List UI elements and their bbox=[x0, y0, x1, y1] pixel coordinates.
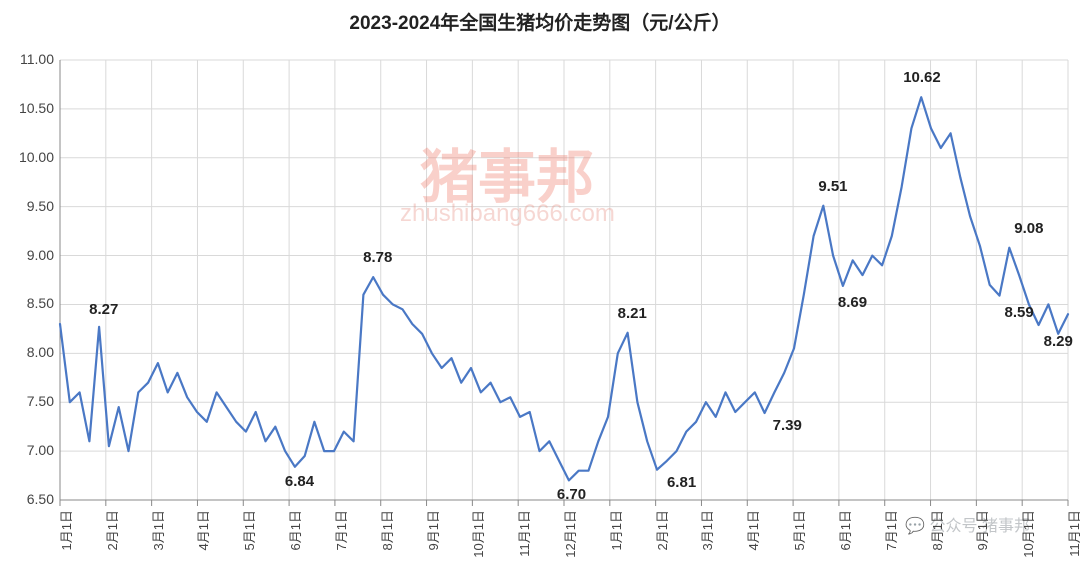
x-tick-label: 3月1日 bbox=[148, 510, 167, 550]
data-annotation: 8.69 bbox=[838, 294, 867, 311]
data-annotation: 8.21 bbox=[618, 305, 647, 322]
pig-price-chart: 2023-2024年全国生猪均价走势图（元/公斤） 猪事邦 zhushibang… bbox=[0, 0, 1080, 576]
x-tick-label: 9月1日 bbox=[423, 510, 442, 550]
data-annotation: 8.78 bbox=[363, 249, 392, 266]
y-tick-label: 9.50 bbox=[27, 198, 54, 214]
y-tick-label: 10.50 bbox=[19, 100, 54, 116]
data-annotation: 8.29 bbox=[1044, 333, 1073, 350]
x-tick-label: 4月1日 bbox=[193, 510, 212, 550]
x-tick-label: 4月1日 bbox=[743, 510, 762, 550]
y-tick-label: 9.00 bbox=[27, 247, 54, 263]
data-annotation: 6.70 bbox=[557, 486, 586, 503]
y-tick-label: 8.50 bbox=[27, 295, 54, 311]
x-tick-label: 1月1日 bbox=[606, 510, 625, 550]
x-tick-label: 5月1日 bbox=[239, 510, 258, 550]
y-tick-label: 7.50 bbox=[27, 393, 54, 409]
x-tick-label: 8月1日 bbox=[377, 510, 396, 550]
x-tick-label: 2月1日 bbox=[102, 510, 121, 550]
data-annotation: 6.81 bbox=[667, 474, 696, 491]
x-tick-label: 6月1日 bbox=[285, 510, 304, 550]
x-tick-label: 7月1日 bbox=[331, 510, 350, 550]
x-tick-label: 5月1日 bbox=[789, 510, 808, 550]
y-tick-label: 7.00 bbox=[27, 442, 54, 458]
plot-canvas bbox=[0, 0, 1080, 576]
x-tick-label: 7月1日 bbox=[881, 510, 900, 550]
data-annotation: 8.27 bbox=[89, 301, 118, 318]
wechat-icon: 💬 bbox=[905, 518, 925, 535]
data-annotation: 6.84 bbox=[285, 473, 314, 490]
data-annotation: 7.39 bbox=[773, 417, 802, 434]
x-tick-label: 3月1日 bbox=[697, 510, 716, 550]
x-tick-label: 10月1日 bbox=[468, 510, 487, 558]
y-tick-label: 6.50 bbox=[27, 491, 54, 507]
x-tick-label: 9月1日 bbox=[972, 510, 991, 550]
data-annotation: 8.59 bbox=[1004, 304, 1033, 321]
y-tick-label: 10.00 bbox=[19, 149, 54, 165]
data-annotation: 10.62 bbox=[903, 69, 941, 86]
x-tick-label: 10月1日 bbox=[1018, 510, 1037, 558]
x-tick-label: 11月1日 bbox=[1064, 510, 1080, 557]
y-tick-label: 11.00 bbox=[20, 51, 54, 67]
x-tick-label: 12月1日 bbox=[560, 510, 579, 558]
data-annotation: 9.08 bbox=[1014, 220, 1043, 237]
x-tick-label: 6月1日 bbox=[835, 510, 854, 550]
footer-watermark: 💬 公众号 猪事邦 bbox=[905, 512, 1030, 536]
x-tick-label: 8月1日 bbox=[927, 510, 946, 550]
data-annotation: 9.51 bbox=[818, 178, 847, 195]
x-tick-label: 11月1日 bbox=[514, 510, 533, 557]
y-tick-label: 8.00 bbox=[27, 344, 54, 360]
chart-title: 2023-2024年全国生猪均价走势图（元/公斤） bbox=[0, 8, 1080, 35]
x-tick-label: 1月1日 bbox=[56, 510, 75, 550]
x-tick-label: 2月1日 bbox=[652, 510, 671, 550]
